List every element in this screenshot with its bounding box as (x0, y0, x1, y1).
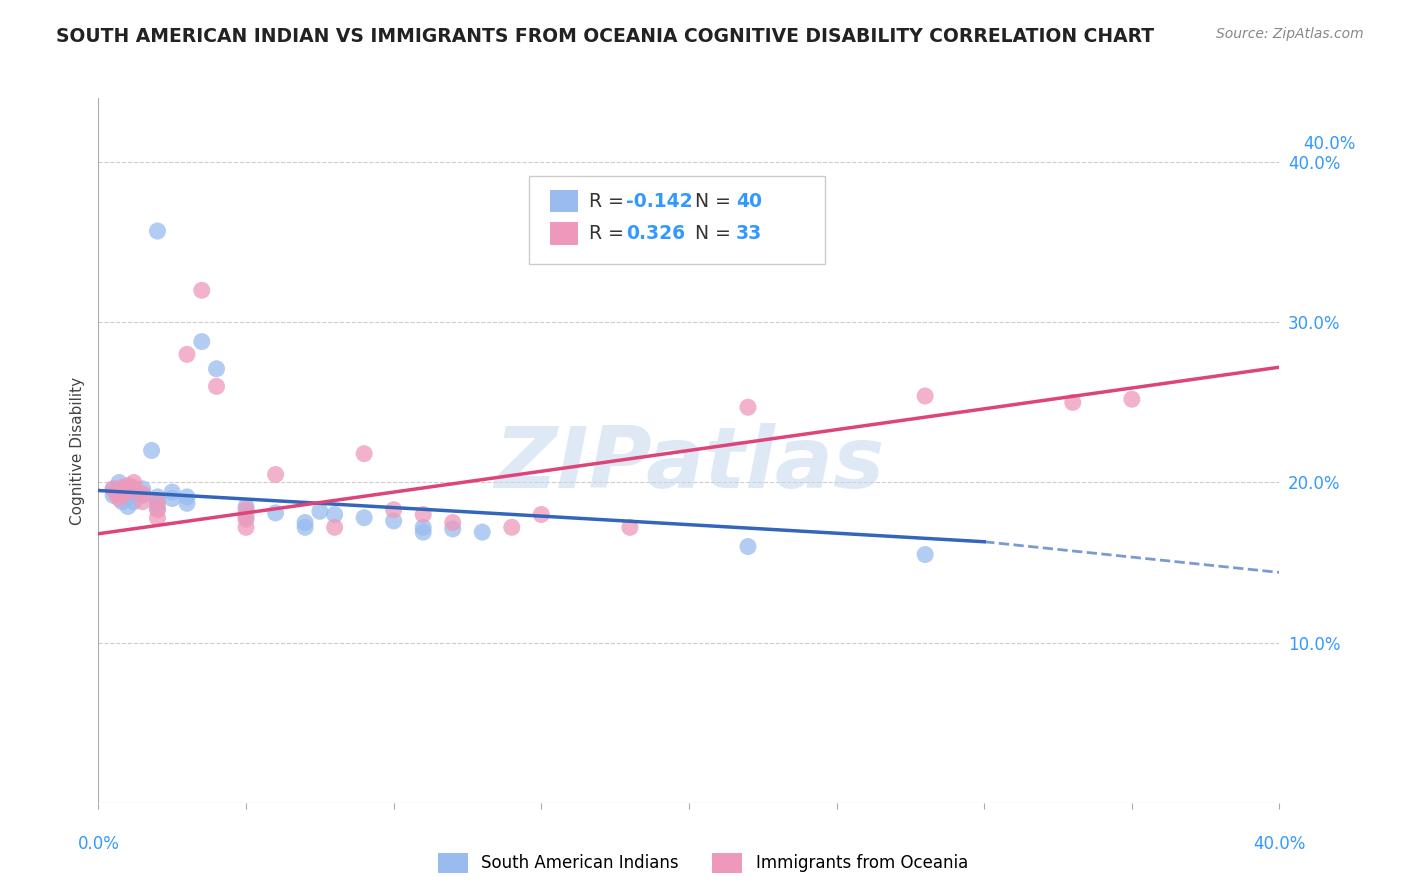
Point (162, 491, 183, 506)
Point (235, 502, 257, 516)
Point (412, 508, 434, 522)
Point (323, 520, 346, 534)
Point (619, 520, 641, 534)
Point (205, 361, 228, 376)
Point (382, 502, 405, 516)
Text: 33: 33 (737, 224, 762, 243)
Y-axis label: Cognitive Disability: Cognitive Disability (69, 376, 84, 524)
Point (146, 510, 169, 524)
Point (914, 548, 936, 562)
Point (914, 389, 936, 403)
Point (353, 510, 375, 524)
Point (176, 496, 198, 510)
Point (122, 480, 145, 494)
Point (323, 508, 346, 522)
Point (737, 401, 759, 415)
Point (191, 283, 214, 297)
Point (117, 480, 139, 494)
Point (412, 520, 434, 534)
Point (146, 490, 169, 504)
Point (132, 482, 155, 496)
Point (146, 494, 169, 508)
Point (141, 443, 163, 458)
Point (117, 500, 139, 514)
Point (122, 475, 145, 490)
Point (382, 514, 405, 528)
Point (530, 508, 553, 522)
Point (205, 379, 228, 393)
Point (103, 482, 125, 496)
Point (117, 478, 139, 492)
Point (117, 490, 139, 504)
Point (191, 334, 214, 349)
Bar (550, 190, 578, 212)
Point (235, 520, 257, 534)
Text: N =: N = (695, 224, 737, 243)
FancyBboxPatch shape (530, 176, 825, 264)
Text: Source: ZipAtlas.com: Source: ZipAtlas.com (1216, 27, 1364, 41)
Text: N =: N = (695, 192, 737, 211)
Point (132, 488, 155, 502)
Point (146, 224, 169, 238)
Point (353, 447, 375, 461)
Point (111, 480, 134, 494)
Point (294, 520, 316, 534)
Point (117, 485, 139, 500)
Point (132, 486, 155, 500)
Point (108, 483, 131, 498)
Point (412, 525, 434, 540)
Text: R =: R = (589, 224, 630, 243)
Point (117, 485, 139, 500)
Point (111, 486, 134, 500)
Point (176, 490, 198, 504)
Point (108, 491, 131, 506)
Point (111, 494, 134, 508)
Text: R =: R = (589, 192, 630, 211)
Text: -0.142: -0.142 (626, 192, 693, 211)
Point (103, 482, 125, 496)
Text: 40: 40 (737, 192, 762, 211)
Point (103, 488, 125, 502)
Legend: South American Indians, Immigrants from Oceania: South American Indians, Immigrants from … (432, 847, 974, 880)
Point (294, 516, 316, 530)
Point (146, 502, 169, 516)
Point (264, 467, 287, 482)
Point (309, 504, 332, 518)
Text: ZIPatlas: ZIPatlas (494, 423, 884, 506)
Point (132, 494, 155, 508)
Point (264, 506, 287, 520)
Point (1062, 395, 1084, 409)
Point (176, 347, 198, 361)
Bar (550, 222, 578, 244)
Point (441, 516, 464, 530)
Point (441, 522, 464, 536)
Text: 0.0%: 0.0% (77, 835, 120, 853)
Text: SOUTH AMERICAN INDIAN VS IMMIGRANTS FROM OCEANIA COGNITIVE DISABILITY CORRELATIO: SOUTH AMERICAN INDIAN VS IMMIGRANTS FROM… (56, 27, 1154, 45)
Point (122, 494, 145, 508)
Point (108, 475, 131, 490)
Point (162, 485, 183, 500)
Point (471, 525, 494, 540)
Point (235, 509, 257, 524)
Text: 40.0%: 40.0% (1303, 135, 1355, 153)
Point (235, 512, 257, 526)
Point (737, 540, 759, 554)
Point (235, 500, 257, 514)
Point (105, 486, 128, 500)
Point (1121, 392, 1143, 407)
Point (501, 520, 523, 534)
Point (146, 501, 169, 516)
Text: 0.326: 0.326 (626, 224, 686, 243)
Point (111, 486, 134, 500)
Point (146, 496, 169, 510)
Point (122, 486, 145, 500)
Text: 40.0%: 40.0% (1253, 835, 1306, 853)
